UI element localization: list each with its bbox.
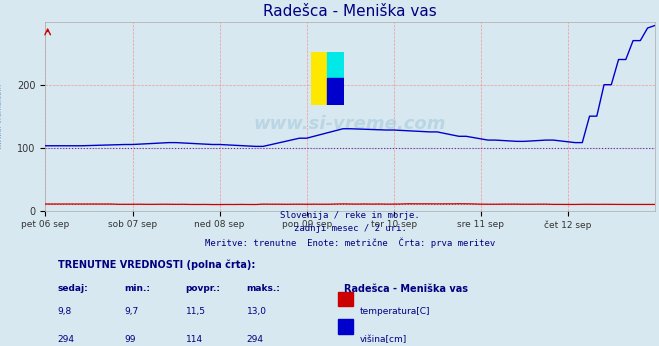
Text: temperatura[C]: temperatura[C] bbox=[359, 307, 430, 316]
Text: Radešca - Meniška vas: Radešca - Meniška vas bbox=[344, 284, 468, 294]
Text: povpr.:: povpr.: bbox=[186, 284, 221, 293]
Text: 114: 114 bbox=[186, 335, 203, 344]
Bar bbox=[338, 319, 353, 334]
Text: 9,8: 9,8 bbox=[57, 307, 72, 316]
Text: www.si-vreme.com: www.si-vreme.com bbox=[0, 83, 3, 149]
Text: min.:: min.: bbox=[125, 284, 151, 293]
Text: sedaj:: sedaj: bbox=[57, 284, 88, 293]
Title: Radešca - Meniška vas: Radešca - Meniška vas bbox=[264, 4, 437, 19]
Text: 294: 294 bbox=[57, 335, 74, 344]
Bar bbox=[338, 292, 353, 306]
Text: višina[cm]: višina[cm] bbox=[359, 335, 407, 344]
Text: 13,0: 13,0 bbox=[246, 307, 266, 316]
Text: www.si-vreme.com: www.si-vreme.com bbox=[254, 115, 446, 133]
Text: Slovenija / reke in morje.
zadnji mesec / 2 uri.
Meritve: trenutne  Enote: metri: Slovenija / reke in morje. zadnji mesec … bbox=[205, 211, 496, 248]
Text: maks.:: maks.: bbox=[246, 284, 281, 293]
Text: 99: 99 bbox=[125, 335, 136, 344]
Text: TRENUTNE VREDNOSTI (polna črta):: TRENUTNE VREDNOSTI (polna črta): bbox=[57, 260, 255, 270]
Text: 294: 294 bbox=[246, 335, 264, 344]
Text: 9,7: 9,7 bbox=[125, 307, 139, 316]
Text: 11,5: 11,5 bbox=[186, 307, 206, 316]
